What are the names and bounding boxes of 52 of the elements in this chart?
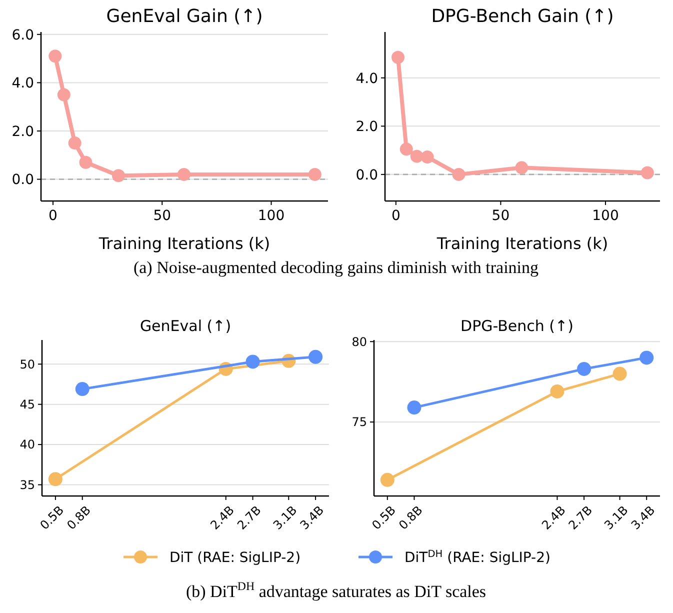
- point: [308, 168, 322, 181]
- chart-title: DPG-Bench Gain (↑): [431, 6, 614, 27]
- y-tick-label: 0.0: [356, 167, 378, 184]
- point: [452, 168, 466, 181]
- point: [68, 136, 82, 150]
- x-tick-label: 100: [258, 208, 285, 224]
- legend-label: DiT (RAE: SigLIP-2): [170, 550, 301, 566]
- point: [57, 88, 70, 102]
- y-tick-label: 4.0: [356, 70, 378, 87]
- y-tick-label: 0.0: [12, 172, 34, 188]
- point: [400, 142, 413, 156]
- y-tick-label: 2.0: [356, 119, 378, 136]
- x-axis-title: Training Iterations (k): [436, 234, 608, 253]
- point: [112, 169, 125, 182]
- chart-title: GenEval (↑): [140, 317, 232, 335]
- y-tick-label: 45: [20, 398, 35, 412]
- y-tick-label: 4.0: [12, 76, 34, 92]
- y-tick-label: 2.0: [12, 124, 34, 140]
- point: [420, 150, 434, 164]
- point: [640, 350, 654, 365]
- y-tick-label: 50: [20, 357, 35, 372]
- y-tick-label: 75: [352, 415, 367, 430]
- y-tick-label: 80: [352, 334, 367, 349]
- point: [550, 384, 564, 398]
- point: [308, 350, 323, 364]
- point: [380, 472, 394, 487]
- text: (b) DiT$^{DH}$ advantage saturates as DiT scales: [186, 579, 486, 601]
- x-tick-label: 0: [391, 208, 400, 224]
- point: [48, 472, 62, 486]
- point: [48, 50, 62, 63]
- x-tick-label: 50: [153, 208, 172, 224]
- point: [177, 168, 190, 181]
- y-tick-label: 6.0: [12, 27, 34, 44]
- y-tick-label: 35: [20, 478, 35, 492]
- point: [246, 354, 260, 369]
- x-tick-label: 100: [592, 208, 619, 224]
- x-axis-title: Training Iterations (k): [98, 234, 270, 253]
- chart-title: GenEval Gain (↑): [106, 6, 263, 27]
- point: [640, 166, 654, 180]
- point: [515, 161, 528, 174]
- text: (a) Noise-augmented decoding gains diminish with training: [133, 258, 540, 277]
- point: [391, 50, 404, 64]
- point: [577, 362, 592, 376]
- x-tick-label: 50: [492, 208, 510, 224]
- chart-title: DPG-Bench (↑): [460, 317, 574, 335]
- point: [407, 400, 422, 415]
- legend-label: DiT$^{DH}$ (RAE: SigLIP-2): [404, 548, 550, 566]
- y-tick-label: 40: [20, 438, 35, 452]
- point: [79, 156, 92, 169]
- x-tick-label: 0: [48, 208, 58, 224]
- point: [75, 382, 90, 396]
- point: [612, 366, 627, 381]
